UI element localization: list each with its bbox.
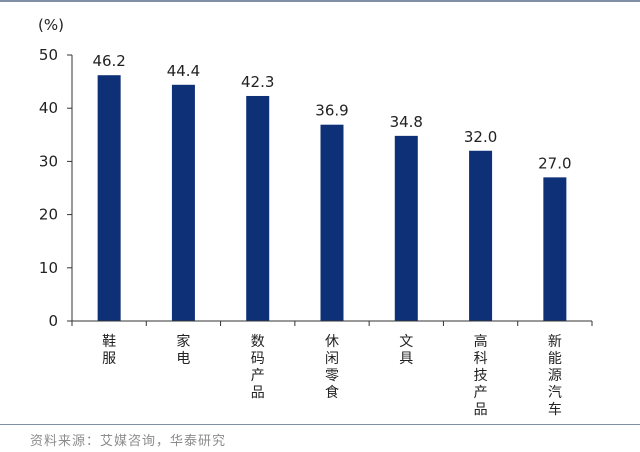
svg-text:食: 食 — [325, 384, 339, 401]
bar-value-label: 42.3 — [241, 73, 274, 91]
y-tick-label: 20 — [39, 206, 58, 224]
bar-value-label: 46.2 — [92, 52, 125, 70]
svg-text:闲: 闲 — [325, 351, 339, 367]
svg-text:零: 零 — [325, 368, 339, 384]
x-category-label: 鞋服 — [102, 334, 116, 367]
bar — [246, 95, 270, 322]
svg-text:数: 数 — [251, 334, 265, 350]
svg-text:品: 品 — [251, 385, 265, 401]
svg-text:科: 科 — [474, 351, 488, 367]
svg-text:车: 车 — [548, 401, 562, 418]
svg-text:产: 产 — [474, 385, 488, 401]
bar-value-label: 32.0 — [464, 128, 497, 146]
svg-text:产: 产 — [251, 368, 265, 384]
bar-value-label: 36.9 — [315, 102, 348, 120]
svg-text:品: 品 — [474, 402, 488, 418]
bar-value-label: 34.8 — [390, 113, 423, 131]
svg-text:码: 码 — [251, 351, 265, 367]
y-tick-label: 30 — [39, 152, 58, 170]
svg-text:文: 文 — [399, 334, 413, 350]
y-tick-label: 10 — [39, 259, 58, 277]
y-tick-label: 0 — [48, 312, 58, 330]
bar-value-label: 27.0 — [538, 154, 571, 172]
y-tick-label: 50 — [39, 46, 58, 64]
svg-text:能: 能 — [548, 351, 562, 367]
svg-text:电: 电 — [176, 351, 190, 367]
bar — [394, 135, 418, 321]
bar — [97, 75, 121, 321]
bar — [320, 124, 344, 321]
svg-text:家: 家 — [176, 333, 190, 350]
y-tick-label: 40 — [39, 99, 58, 117]
svg-text:休: 休 — [325, 334, 339, 350]
bar — [171, 84, 195, 322]
svg-text:鞋: 鞋 — [102, 334, 116, 350]
bar-value-label: 44.4 — [167, 62, 200, 80]
bar — [469, 150, 493, 321]
bar — [543, 177, 567, 321]
x-category-label: 家电 — [176, 333, 190, 367]
svg-text:技: 技 — [474, 368, 488, 384]
svg-text:新: 新 — [548, 334, 562, 350]
svg-text:高: 高 — [474, 333, 488, 350]
svg-text:汽: 汽 — [548, 385, 562, 401]
svg-text:具: 具 — [399, 351, 413, 367]
y-axis-unit-label: (%) — [38, 16, 64, 34]
top-divider — [0, 0, 640, 2]
source-note: 资料来源：艾媒咨询，华泰研究 — [30, 434, 227, 449]
x-category-label: 文具 — [399, 334, 413, 367]
bottom-divider — [0, 424, 640, 425]
svg-text:服: 服 — [102, 351, 116, 367]
svg-text:源: 源 — [548, 368, 562, 384]
